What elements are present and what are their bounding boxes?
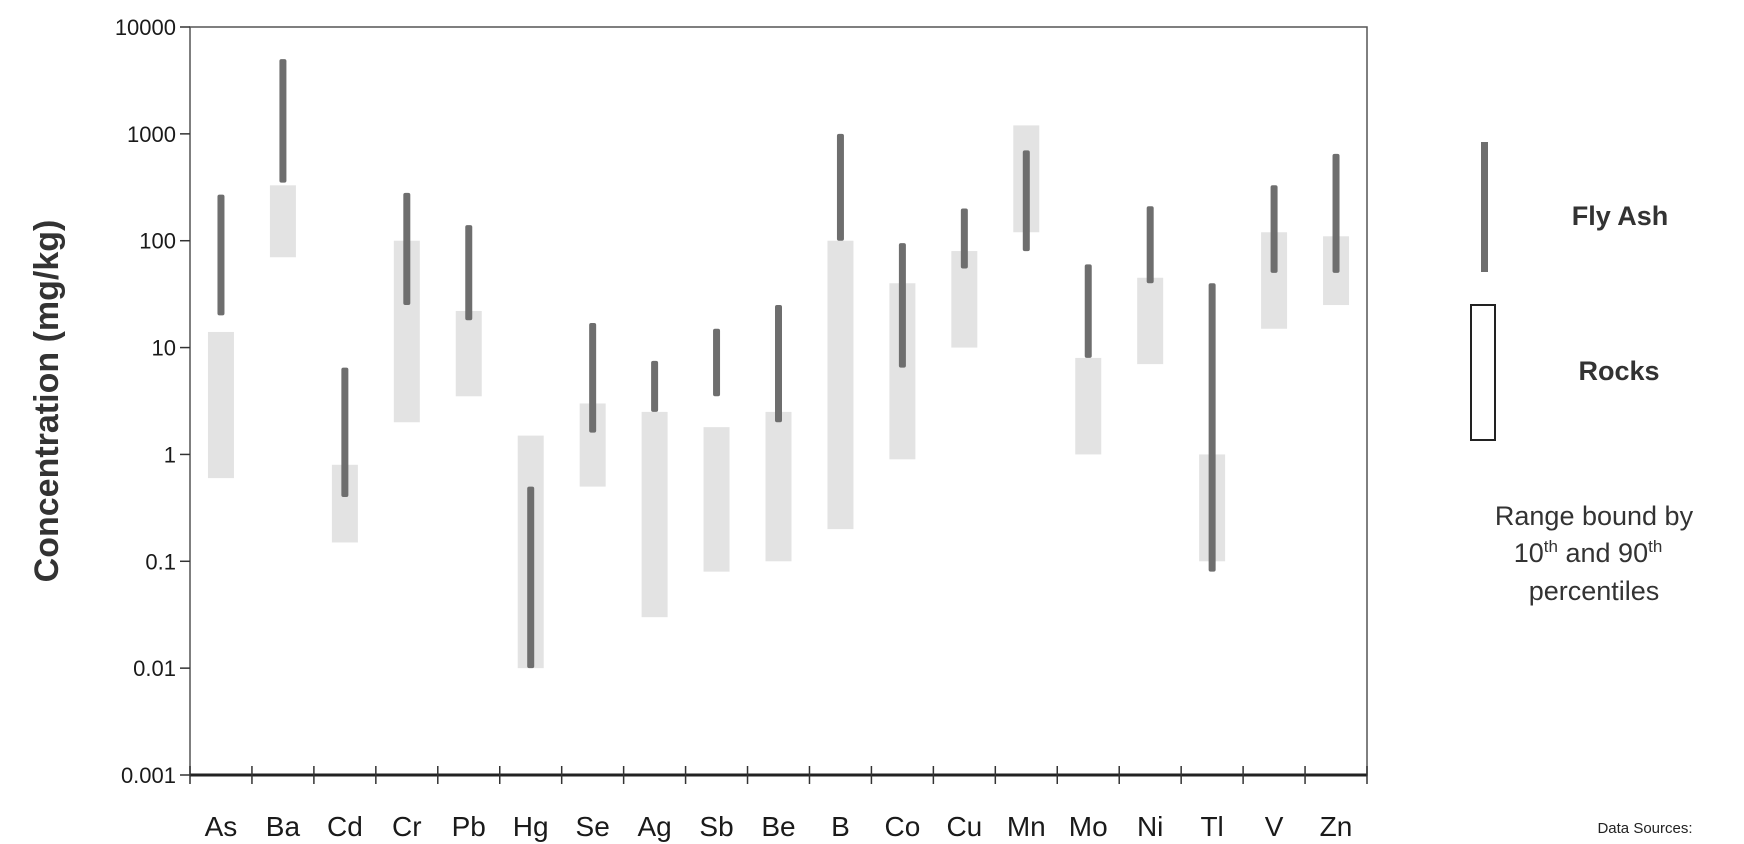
fly-ash-range-bar (279, 59, 287, 183)
y-tick-label: 100 (139, 229, 176, 254)
category-label: Co (884, 811, 920, 842)
fly-ash-range-bar (836, 133, 844, 241)
fly-ash-range-bar (898, 243, 906, 368)
category-label: Mn (1007, 811, 1046, 842)
legend-fly-ash-swatch (1481, 142, 1488, 272)
fly-ash-range-bar (465, 225, 473, 321)
data-sources-label: Data Sources: (1597, 820, 1692, 837)
fly-ash-range-bar (1270, 185, 1278, 273)
y-axis-label: Concentration (mg/kg) (28, 220, 66, 583)
legend-rocks-label: Rocks (1578, 356, 1659, 386)
fly-ash-range-bar (1084, 264, 1092, 358)
legend-fly-ash-label: Fly Ash (1572, 201, 1669, 231)
fly-ash-series (217, 59, 1340, 669)
category-label: Ni (1137, 811, 1163, 842)
rocks-range-bar (1075, 357, 1102, 455)
category-label: Mo (1069, 811, 1108, 842)
fly-ash-range-bar (1146, 206, 1154, 284)
category-label: Cd (327, 811, 363, 842)
category-label: Be (761, 811, 795, 842)
y-tick-label: 1000 (127, 122, 176, 147)
category-label: Ag (637, 811, 671, 842)
fly-ash-range-bar (1022, 150, 1030, 252)
category-label: Sb (699, 811, 733, 842)
fly-ash-range-bar (527, 486, 535, 669)
rocks-range-bar (765, 411, 792, 562)
x-axis: As Ba Cd Cr Pb Hg Se Ag Sb Be B Co Cu Mn Mo Ni Tl V Zn (189, 766, 1368, 842)
category-label: B (831, 811, 850, 842)
legend: Fly Ash Rocks (1470, 142, 1669, 441)
y-tick-label: 10 (152, 336, 176, 361)
y-axis: 10000 1000 100 10 1 0.1 0.01 0.001 (115, 15, 190, 788)
fly-ash-range-bar (651, 360, 659, 412)
fly-ash-range-bar (403, 192, 411, 306)
category-label: Tl (1200, 811, 1223, 842)
rocks-range-bar (703, 427, 730, 572)
legend-rocks-swatch (1470, 304, 1496, 441)
category-label: Hg (513, 811, 549, 842)
y-tick-label: 1 (164, 442, 176, 467)
y-tick-label: 0.01 (133, 656, 176, 681)
fly-ash-range-bar (1208, 283, 1216, 572)
category-label: Cr (392, 811, 422, 842)
note-line-3: percentiles (1529, 576, 1660, 606)
fly-ash-range-bar (775, 305, 782, 423)
rocks-range-bar (641, 411, 668, 618)
category-label: Zn (1320, 811, 1353, 842)
fly-ash-range-bar (589, 322, 597, 433)
category-label: As (205, 811, 238, 842)
fly-ash-range-bar (341, 367, 349, 497)
percentile-note: Range bound by 10th and 90th percentiles (1495, 501, 1694, 606)
category-label: Pb (452, 811, 486, 842)
rocks-range-bar (827, 240, 854, 530)
fly-ash-range-bar (960, 208, 968, 269)
category-label: Ba (266, 811, 301, 842)
rocks-range-bar (455, 310, 482, 397)
fly-ash-range-bar (1332, 153, 1340, 273)
rocks-series (207, 125, 1350, 669)
category-label: V (1265, 811, 1284, 842)
rocks-range-bar (1137, 277, 1164, 365)
fly-ash-range-bar (713, 328, 721, 397)
y-tick-label: 0.1 (145, 549, 176, 574)
y-tick-label: 0.001 (121, 763, 176, 788)
y-tick-label: 10000 (115, 15, 176, 40)
note-line-1: Range bound by (1495, 501, 1694, 531)
note-line-2: 10th and 90th (1514, 537, 1663, 568)
category-label: Se (576, 811, 610, 842)
fly-ash-range-bar (217, 194, 225, 316)
category-label: Cu (946, 811, 982, 842)
rocks-range-bar (269, 185, 296, 258)
rocks-range-bar (207, 331, 234, 479)
